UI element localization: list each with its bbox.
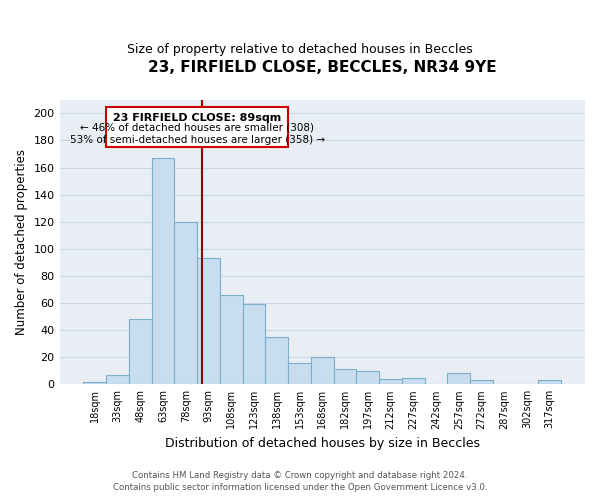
Y-axis label: Number of detached properties: Number of detached properties: [15, 149, 28, 335]
Bar: [379, 379, 402, 384]
Text: 53% of semi-detached houses are larger (358) →: 53% of semi-detached houses are larger (…: [70, 135, 325, 145]
Text: Contains HM Land Registry data © Crown copyright and database right 2024.
Contai: Contains HM Land Registry data © Crown c…: [113, 471, 487, 492]
Bar: [242, 304, 265, 384]
Text: Size of property relative to detached houses in Beccles: Size of property relative to detached ho…: [127, 42, 473, 56]
Bar: [152, 158, 175, 384]
Bar: [538, 380, 561, 384]
Bar: [311, 357, 334, 384]
Bar: [356, 371, 379, 384]
Text: 23 FIRFIELD CLOSE: 89sqm: 23 FIRFIELD CLOSE: 89sqm: [113, 114, 281, 124]
Bar: [106, 375, 129, 384]
Bar: [402, 378, 425, 384]
Bar: [83, 382, 106, 384]
Bar: [129, 320, 152, 384]
Bar: [175, 222, 197, 384]
Bar: [470, 380, 493, 384]
Title: 23, FIRFIELD CLOSE, BECCLES, NR34 9YE: 23, FIRFIELD CLOSE, BECCLES, NR34 9YE: [148, 60, 497, 75]
Text: ← 46% of detached houses are smaller (308): ← 46% of detached houses are smaller (30…: [80, 123, 314, 133]
Bar: [265, 337, 288, 384]
Bar: [448, 374, 470, 384]
Bar: [334, 370, 356, 384]
Bar: [288, 362, 311, 384]
X-axis label: Distribution of detached houses by size in Beccles: Distribution of detached houses by size …: [165, 437, 480, 450]
Bar: [220, 295, 242, 384]
FancyBboxPatch shape: [106, 106, 288, 147]
Bar: [197, 258, 220, 384]
